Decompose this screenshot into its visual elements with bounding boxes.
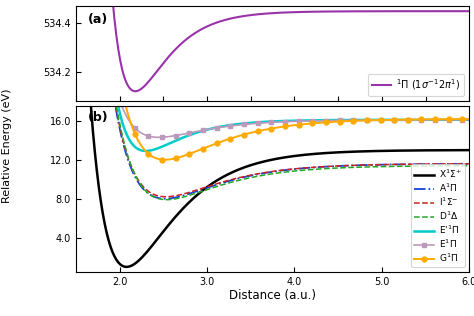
A$^{1}\Pi$ — [323, 165, 329, 168]
E$^{1}\Pi$ — [205, 127, 211, 131]
G$^{1}\Pi$ — [232, 135, 238, 139]
Text: (a): (a) — [88, 13, 108, 26]
G$^{1}\Pi$ — [361, 118, 367, 122]
I$^{1}\Sigma^{-}$ — [163, 195, 169, 199]
I$^{1}\Sigma^{-}$ — [359, 163, 365, 167]
E$^{1}\Pi$ — [466, 118, 472, 122]
G$^{1}\Pi$ — [323, 120, 329, 124]
E$^{1}\Pi$ — [359, 118, 365, 122]
X$^{1}\Sigma^{+}$ — [205, 185, 211, 188]
I$^{1}\Sigma^{-}$ — [205, 185, 211, 188]
D$^{1}\Delta$ — [359, 165, 365, 169]
E'$^{1}\Pi$ — [323, 118, 329, 122]
A$^{1}\Pi$ — [361, 163, 367, 167]
D$^{1}\Delta$ — [361, 165, 367, 169]
A$^{1}\Pi$ — [359, 163, 365, 167]
G$^{1}\Pi$ — [359, 119, 365, 123]
G$^{1}\Pi$ — [162, 158, 168, 161]
I$^{1}\Sigma^{-}$ — [323, 165, 329, 168]
Line: A$^{1}\Pi$: A$^{1}\Pi$ — [80, 82, 469, 199]
I$^{1}\Sigma^{-}$ — [361, 163, 367, 167]
A$^{1}\Pi$ — [162, 197, 168, 201]
I$^{1}\Sigma^{-}$ — [466, 162, 472, 166]
D$^{1}\Delta$ — [124, 151, 130, 155]
Legend: X$^{1}\Sigma^{+}$, A$^{1}\Pi$, I$^{1}\Sigma^{-}$, D$^{1}\Delta$, E'$^{1}\Pi$, E$: X$^{1}\Sigma^{+}$, A$^{1}\Pi$, I$^{1}\Si… — [411, 164, 465, 267]
E$^{1}\Pi$ — [232, 124, 238, 127]
G$^{1}\Pi$ — [205, 145, 211, 149]
E$^{1}\Pi$ — [124, 115, 130, 119]
E'$^{1}\Pi$ — [143, 149, 148, 153]
X$^{1}\Sigma^{+}$ — [232, 169, 238, 173]
E$^{1}\Pi$ — [323, 118, 329, 122]
A$^{1}\Pi$ — [77, 80, 83, 84]
Line: D$^{1}\Delta$: D$^{1}\Delta$ — [80, 82, 469, 200]
X$^{1}\Sigma^{+}$ — [77, 80, 83, 84]
E'$^{1}\Pi$ — [359, 118, 365, 122]
E'$^{1}\Pi$ — [205, 128, 211, 131]
I$^{1}\Sigma^{-}$ — [232, 177, 238, 180]
A$^{1}\Pi$ — [466, 162, 472, 166]
D$^{1}\Delta$ — [323, 167, 329, 171]
E'$^{1}\Pi$ — [361, 118, 367, 122]
X$^{1}\Sigma^{+}$ — [361, 149, 367, 153]
Line: E$^{1}\Pi$: E$^{1}\Pi$ — [78, 79, 472, 140]
E'$^{1}\Pi$ — [466, 118, 472, 122]
D$^{1}\Delta$ — [466, 164, 472, 168]
X$^{1}\Sigma^{+}$ — [359, 149, 365, 153]
Text: Relative Energy (eV): Relative Energy (eV) — [2, 88, 12, 203]
D$^{1}\Delta$ — [164, 198, 170, 202]
D$^{1}\Delta$ — [205, 187, 211, 191]
A$^{1}\Pi$ — [232, 177, 238, 181]
Line: G$^{1}\Pi$: G$^{1}\Pi$ — [78, 79, 472, 162]
E$^{1}\Pi$ — [361, 118, 367, 122]
I$^{1}\Sigma^{-}$ — [124, 153, 130, 156]
A$^{1}\Pi$ — [205, 185, 211, 189]
Text: (b): (b) — [88, 111, 108, 124]
G$^{1}\Pi$ — [466, 117, 472, 121]
I$^{1}\Sigma^{-}$ — [77, 80, 83, 84]
E'$^{1}\Pi$ — [77, 80, 83, 84]
G$^{1}\Pi$ — [124, 109, 130, 113]
X$^{1}\Sigma^{+}$ — [124, 265, 130, 269]
G$^{1}\Pi$ — [77, 80, 83, 84]
Legend: $^{1}\Pi$ (1$\sigma^{-1}$2$\pi^{1}$): $^{1}\Pi$ (1$\sigma^{-1}$2$\pi^{1}$) — [368, 74, 465, 96]
E'$^{1}\Pi$ — [124, 133, 130, 137]
X-axis label: Distance (a.u.): Distance (a.u.) — [229, 289, 316, 302]
Line: E'$^{1}\Pi$: E'$^{1}\Pi$ — [80, 82, 469, 151]
Line: I$^{1}\Sigma^{-}$: I$^{1}\Sigma^{-}$ — [80, 82, 469, 197]
E'$^{1}\Pi$ — [232, 123, 238, 126]
E$^{1}\Pi$ — [77, 80, 83, 84]
X$^{1}\Sigma^{+}$ — [125, 265, 131, 269]
X$^{1}\Sigma^{+}$ — [466, 148, 472, 152]
E$^{1}\Pi$ — [156, 136, 162, 139]
D$^{1}\Delta$ — [232, 179, 238, 183]
D$^{1}\Delta$ — [77, 80, 83, 84]
X$^{1}\Sigma^{+}$ — [323, 151, 329, 155]
A$^{1}\Pi$ — [124, 155, 130, 159]
Line: X$^{1}\Sigma^{+}$: X$^{1}\Sigma^{+}$ — [80, 82, 469, 267]
